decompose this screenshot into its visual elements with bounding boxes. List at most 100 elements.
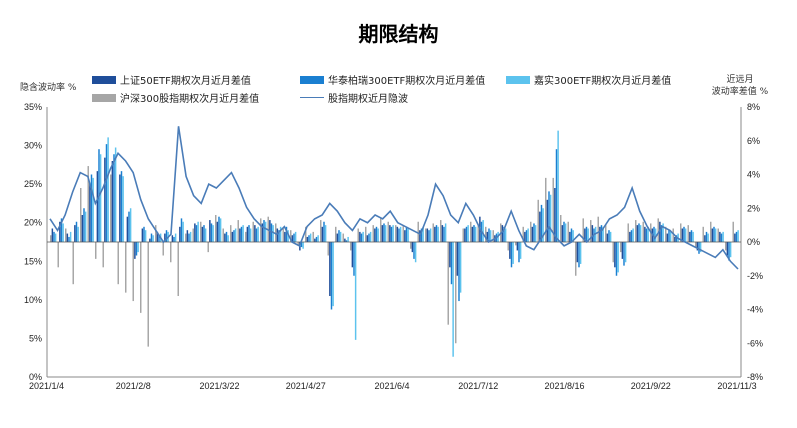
bar [90, 174, 93, 242]
bar [381, 225, 384, 243]
bar [125, 242, 127, 293]
bar [404, 230, 406, 242]
bar [350, 242, 352, 251]
bar [467, 225, 469, 243]
bar [689, 231, 691, 243]
bar [330, 242, 333, 310]
bar [608, 230, 610, 242]
y-tick-right: 2% [747, 203, 760, 213]
bar [395, 225, 397, 243]
bar [702, 226, 704, 242]
bar [725, 242, 727, 251]
bar [456, 242, 459, 276]
bar [509, 242, 511, 259]
bar [392, 225, 394, 243]
y-axis-label-right-line1: 近远月 [726, 75, 754, 85]
bar [170, 242, 172, 263]
bar [486, 231, 489, 243]
bar [357, 228, 359, 242]
bar [591, 225, 594, 243]
bar [242, 225, 244, 243]
bar [383, 223, 385, 242]
bar [449, 242, 451, 268]
x-tick-label: 2021/9/22 [631, 381, 671, 391]
bar [720, 233, 723, 242]
bar [572, 230, 574, 242]
bar [224, 233, 226, 242]
bar [329, 242, 331, 296]
x-tick-label: 2021/3/22 [199, 381, 239, 391]
bar [405, 226, 408, 242]
bar [428, 230, 430, 242]
bar [324, 225, 327, 243]
bar [144, 230, 147, 242]
bar [429, 228, 432, 242]
bar [179, 226, 181, 242]
bar [285, 226, 288, 242]
bar [201, 226, 204, 242]
bar [653, 226, 655, 242]
bar [464, 228, 466, 242]
x-tick-label: 2021/11/3 [717, 381, 756, 391]
bar [426, 228, 429, 242]
bar [83, 208, 85, 242]
bar [690, 230, 693, 242]
bar [327, 242, 329, 256]
bar [489, 230, 492, 242]
bar [332, 242, 334, 307]
bar [707, 233, 709, 242]
bar [312, 231, 314, 243]
bar [578, 242, 580, 268]
bar [75, 221, 78, 242]
bar [60, 218, 63, 243]
bar [713, 226, 715, 242]
y-axis-label-right-line2: 波动率差值 % [711, 87, 769, 97]
bar [512, 242, 514, 264]
bar [600, 225, 603, 243]
bar [368, 233, 370, 242]
bar [435, 225, 438, 243]
y-tick-left: 15% [24, 256, 42, 266]
bar [150, 233, 153, 242]
bar [53, 231, 55, 243]
bar [413, 242, 415, 259]
bar [452, 242, 454, 357]
bar [276, 228, 279, 242]
bar [687, 225, 689, 243]
bar [654, 228, 657, 242]
bar [621, 242, 624, 259]
bar [219, 218, 222, 243]
legend-item-iv-line: 股指期权近月隐波 [300, 90, 408, 105]
bar [152, 235, 154, 242]
y-tick-left: 10% [24, 295, 42, 305]
chart-title: 期限结构 [358, 22, 439, 46]
bar [432, 223, 434, 242]
bar [233, 230, 235, 242]
bar [126, 216, 129, 242]
bar [62, 223, 64, 242]
bar [441, 225, 444, 243]
bar [638, 223, 640, 242]
bar [542, 208, 544, 242]
bar [275, 223, 277, 242]
bar [629, 231, 631, 243]
legend-swatch-huatai300 [300, 75, 324, 84]
bar [257, 226, 259, 242]
legend-label-hushen300index: 沪深300股指期权次月近月差值 [120, 94, 260, 105]
bar [354, 242, 357, 340]
bar [351, 242, 354, 268]
bar [726, 242, 729, 256]
bar [300, 242, 303, 248]
bar [110, 174, 112, 242]
bar [683, 226, 685, 242]
bar [155, 225, 157, 243]
legend-label-iv-line: 股指期权近月隐波 [328, 94, 408, 105]
bar [204, 228, 207, 242]
bar [714, 228, 717, 242]
bar [660, 225, 663, 243]
bar [710, 221, 712, 242]
bar [317, 235, 319, 242]
bar [54, 233, 57, 242]
bar [261, 223, 264, 242]
legend-label-sse50: 上证50ETF期权次月近月差值 [120, 76, 251, 87]
